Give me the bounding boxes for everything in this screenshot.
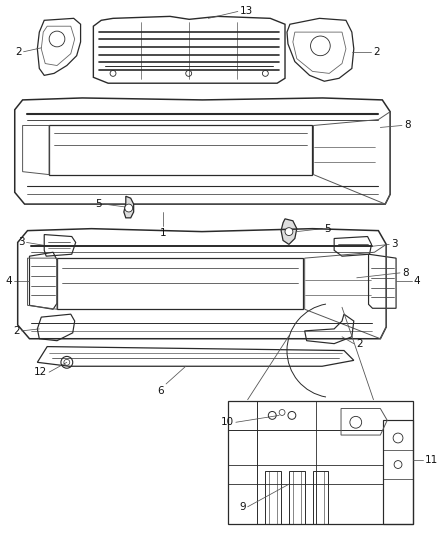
Text: 9: 9 <box>239 502 246 512</box>
Text: 4: 4 <box>5 276 12 286</box>
Text: 3: 3 <box>391 239 398 249</box>
Circle shape <box>285 228 293 236</box>
Text: 2: 2 <box>374 47 380 56</box>
Text: 5: 5 <box>324 224 331 233</box>
Polygon shape <box>124 196 134 218</box>
Text: 12: 12 <box>34 367 47 377</box>
Text: 2: 2 <box>15 47 21 56</box>
Text: 6: 6 <box>158 386 164 396</box>
Text: 2: 2 <box>356 338 362 349</box>
Text: 2: 2 <box>13 326 20 336</box>
Text: 11: 11 <box>424 455 438 465</box>
Text: 5: 5 <box>95 199 102 209</box>
Text: 8: 8 <box>404 120 410 131</box>
Text: 1: 1 <box>160 228 166 238</box>
Text: 8: 8 <box>402 268 409 278</box>
Text: 13: 13 <box>240 6 253 17</box>
Text: 10: 10 <box>221 417 234 427</box>
Circle shape <box>125 204 133 212</box>
Polygon shape <box>281 219 297 245</box>
Text: 3: 3 <box>18 237 25 247</box>
Text: 4: 4 <box>414 276 420 286</box>
